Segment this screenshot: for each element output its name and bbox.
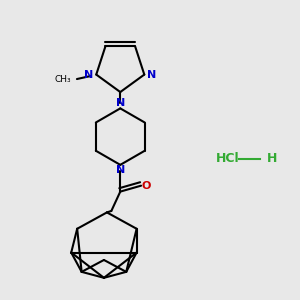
Text: O: O	[142, 181, 151, 191]
Text: N: N	[116, 98, 125, 108]
Text: N: N	[147, 70, 156, 80]
Text: N: N	[116, 165, 125, 175]
Text: H: H	[267, 152, 277, 165]
Text: HCl: HCl	[215, 152, 239, 165]
Text: CH₃: CH₃	[55, 74, 72, 83]
Text: N: N	[84, 70, 93, 80]
